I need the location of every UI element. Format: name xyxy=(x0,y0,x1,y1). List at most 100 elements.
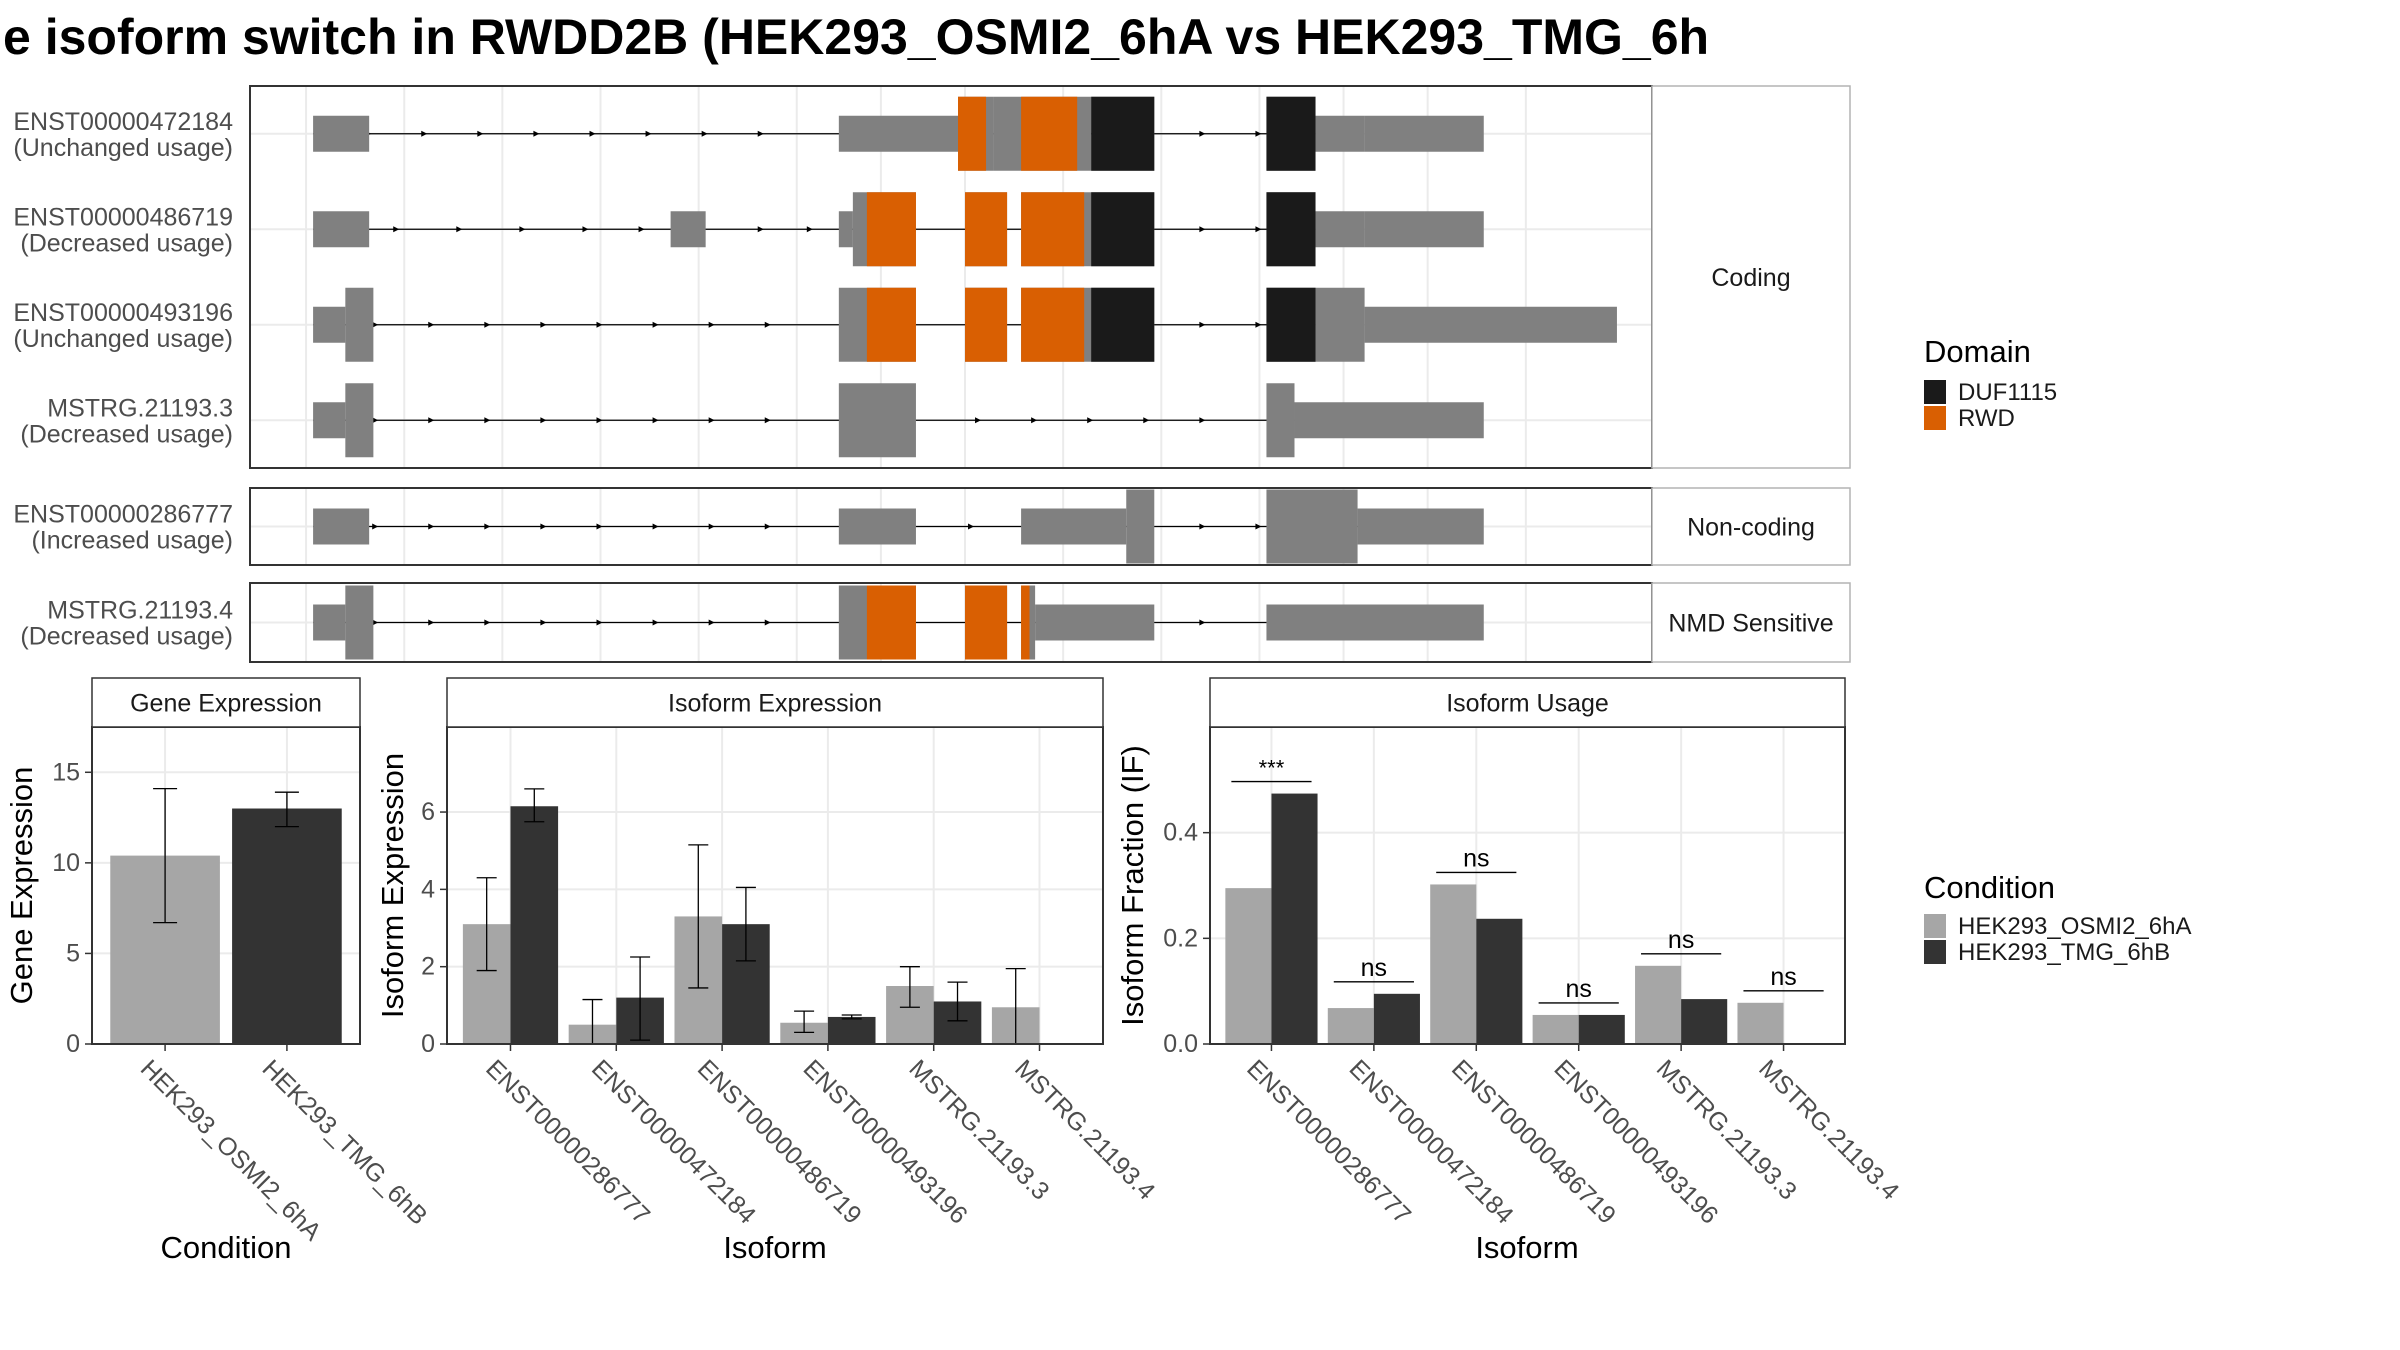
strand-arrow-icon xyxy=(1143,417,1150,424)
y-tick-label: 2 xyxy=(421,953,435,981)
exon-block xyxy=(1266,383,1295,458)
strand-arrow-icon xyxy=(393,226,400,233)
transcript-track xyxy=(250,489,1652,564)
strand-arrow-icon xyxy=(1199,417,1206,424)
condition-legend-key xyxy=(1924,940,1946,964)
isoform-bar xyxy=(1635,965,1682,1044)
isoform-bar xyxy=(1373,993,1420,1044)
exon-block xyxy=(1315,115,1365,152)
isoform-bar xyxy=(1737,1002,1784,1044)
strand-arrow-icon xyxy=(540,619,547,626)
exon-block xyxy=(1357,508,1484,545)
domain-legend-label: RWD xyxy=(1958,405,2015,432)
structure-group-1: Non-coding xyxy=(249,487,1851,566)
domain-rwd-block xyxy=(1021,192,1085,267)
group-strip-label: Coding xyxy=(1711,264,1790,292)
panel-strip-label: Isoform Expression xyxy=(668,690,882,718)
exon-block xyxy=(838,211,853,248)
strand-arrow-icon xyxy=(582,226,589,233)
strand-arrow-icon xyxy=(421,130,428,137)
strand-arrow-icon xyxy=(540,417,547,424)
condition-legend-label: HEK293_OSMI2_6hA xyxy=(1958,913,2191,940)
condition-legend-label: HEK293_TMG_6hB xyxy=(1958,939,2170,966)
transcript-usage-label: (Increased usage) xyxy=(31,527,233,555)
strand-arrow-icon xyxy=(596,619,603,626)
domain-duf-block xyxy=(1266,96,1316,171)
strand-arrow-icon xyxy=(484,321,491,328)
strand-arrow-icon xyxy=(540,523,547,530)
exon-block xyxy=(1315,211,1365,248)
isoform-bar xyxy=(827,1016,876,1044)
exon-block xyxy=(1266,489,1358,564)
chart-panel-0: Gene Expression051015HEK293_OSMI2_6hAHEK… xyxy=(4,677,433,1265)
y-tick-label: 0 xyxy=(421,1030,435,1058)
strand-arrow-icon xyxy=(1255,523,1262,530)
strand-arrow-icon xyxy=(1199,523,1206,530)
y-axis-title: Isoform Expression xyxy=(375,753,410,1018)
exon-block xyxy=(838,115,959,152)
strand-arrow-icon xyxy=(372,619,379,626)
transcript-track xyxy=(250,96,1652,171)
panel-strip xyxy=(1209,677,1846,728)
isoform-bar xyxy=(1578,1014,1625,1044)
isoform-bar xyxy=(1225,888,1272,1044)
transcript-label: MSTRG.21193.4 xyxy=(47,597,233,625)
strand-arrow-icon xyxy=(1199,619,1206,626)
strand-arrow-icon xyxy=(708,321,715,328)
strand-arrow-icon xyxy=(764,321,771,328)
exon-block xyxy=(1035,604,1155,641)
group-strip-label: Non-coding xyxy=(1687,514,1815,542)
y-tick-label: 0 xyxy=(66,1030,80,1058)
group-strip-label: NMD Sensitive xyxy=(1668,610,1833,638)
exon-block xyxy=(670,211,706,248)
domain-rwd-block xyxy=(866,585,916,660)
exon-block xyxy=(313,115,370,152)
strand-arrow-icon xyxy=(708,417,715,424)
strand-arrow-icon xyxy=(484,523,491,530)
gene-expression-bar xyxy=(232,808,342,1044)
domain-rwd-block xyxy=(1021,287,1085,362)
isoform-bar xyxy=(1681,999,1728,1044)
strand-arrow-icon xyxy=(968,523,975,530)
strand-arrow-icon xyxy=(1199,130,1206,137)
exon-block xyxy=(313,211,370,248)
isoform-bar xyxy=(510,806,559,1044)
x-axis-title: Isoform xyxy=(723,1230,826,1265)
domain-duf-block xyxy=(1266,287,1316,362)
exon-block xyxy=(1126,489,1155,564)
domain-duf-block xyxy=(1091,192,1155,267)
exon-block xyxy=(1364,211,1484,248)
transcript-track xyxy=(250,192,1652,267)
panel-strip-label: Gene Expression xyxy=(130,690,322,718)
transcript-usage-label: (Decreased usage) xyxy=(20,229,233,257)
exon-block xyxy=(1364,306,1617,343)
strand-arrow-icon xyxy=(1031,417,1038,424)
group-strip xyxy=(1651,582,1851,663)
significance-label: ns xyxy=(1566,975,1592,1003)
exon-block xyxy=(345,585,374,660)
significance-label: ns xyxy=(1361,954,1387,982)
transcript-track xyxy=(250,383,1652,458)
domain-rwd-block xyxy=(1021,96,1078,171)
strand-arrow-icon xyxy=(708,619,715,626)
strand-arrow-icon xyxy=(1255,226,1262,233)
strand-arrow-icon xyxy=(1199,321,1206,328)
panel-strip xyxy=(446,677,1104,728)
isoform-bar xyxy=(1430,884,1477,1044)
strand-arrow-icon xyxy=(372,417,379,424)
y-tick-label: 0.0 xyxy=(1163,1030,1198,1058)
strand-arrow-icon xyxy=(477,130,484,137)
transcript-usage-label: (Decreased usage) xyxy=(20,623,233,651)
exon-block xyxy=(345,287,374,362)
figure-title: e isoform switch in RWDD2B (HEK293_OSMI2… xyxy=(3,9,1709,65)
strand-arrow-icon xyxy=(757,226,764,233)
panel-strip xyxy=(91,677,361,728)
chart-panel-1: Isoform Expression0246ENST00000286777ENS… xyxy=(375,677,1160,1265)
strand-arrow-icon xyxy=(975,417,982,424)
transcript-label: ENST00000486719 xyxy=(13,203,233,231)
strand-arrow-icon xyxy=(372,321,379,328)
strand-arrow-icon xyxy=(456,226,463,233)
